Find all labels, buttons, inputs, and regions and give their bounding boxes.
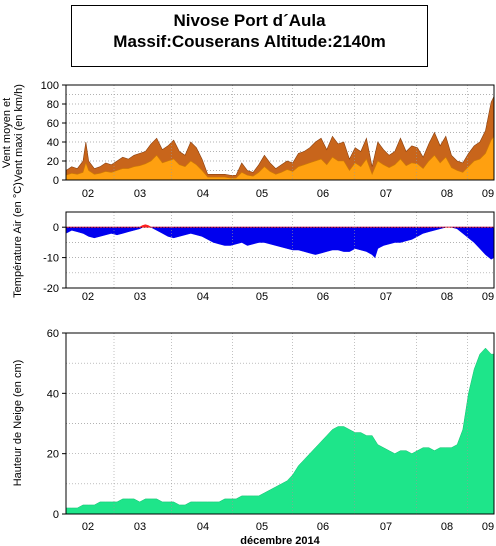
- y-tick-label: 20: [47, 156, 59, 168]
- series-temp-negative-area: [65, 226, 495, 260]
- y-tick-label: 20: [47, 449, 59, 461]
- y-tick-label: 0: [53, 175, 59, 187]
- y-axis-label: Température Air (en °C): [12, 182, 24, 298]
- x-tick-label: 09: [482, 188, 494, 200]
- x-tick-label: 07: [380, 521, 392, 533]
- x-tick-label: 08: [441, 521, 453, 533]
- x-tick-label: 04: [197, 188, 209, 200]
- series-mean-area: [65, 135, 495, 181]
- y-tick-label: 0: [53, 222, 59, 234]
- x-tick-label: 07: [380, 291, 392, 303]
- y-tick-label: 40: [47, 137, 59, 149]
- x-tick-label: 08: [441, 291, 453, 303]
- y-tick-label: 100: [41, 80, 59, 92]
- x-tick-label: 02: [82, 521, 94, 533]
- y-tick-label: -10: [43, 253, 59, 265]
- y-tick-label: 40: [47, 388, 59, 400]
- plot-border-1: [65, 211, 495, 289]
- x-tick-label: 09: [482, 291, 494, 303]
- y-axis-label: Vent maxi (en km/h): [13, 84, 25, 182]
- y-tick-label: 60: [47, 328, 59, 340]
- series-snow-area: [65, 347, 495, 515]
- x-tick-label: 07: [380, 188, 392, 200]
- y-axis-label: Vent moyen et: [1, 98, 13, 168]
- x-tick-label: 04: [197, 521, 209, 533]
- chart-title-line1: Nivose Port d´Aula: [173, 11, 326, 30]
- y-tick-label: 80: [47, 99, 59, 111]
- x-tick-label: 05: [256, 188, 268, 200]
- x-tick-label: 03: [134, 291, 146, 303]
- plot-frame-1: [65, 211, 495, 289]
- x-tick-label: 03: [134, 521, 146, 533]
- x-tick-label: 08: [441, 188, 453, 200]
- title-box: Nivose Port d´Aula Massif:Couserans Alti…: [71, 5, 428, 67]
- y-axis-label: Hauteur de Neige (en cm): [12, 360, 24, 487]
- x-tick-label: 02: [82, 188, 94, 200]
- y-tick-label: 0: [53, 509, 59, 521]
- x-tick-label: 02: [82, 291, 94, 303]
- x-tick-label: 09: [482, 521, 494, 533]
- plot-border-0: [65, 84, 495, 181]
- x-tick-label: 05: [256, 521, 268, 533]
- x-axis-label: décembre 2014: [240, 535, 320, 546]
- x-tick-label: 06: [317, 188, 329, 200]
- x-tick-label: 04: [197, 291, 209, 303]
- y-tick-label: -20: [43, 283, 59, 295]
- chart-title-line2: Massif:Couserans Altitude:2140m: [113, 32, 386, 51]
- x-tick-label: 06: [317, 291, 329, 303]
- x-tick-label: 06: [317, 521, 329, 533]
- x-tick-label: 05: [256, 291, 268, 303]
- plot-border-2: [65, 332, 495, 515]
- x-tick-label: 03: [134, 188, 146, 200]
- y-tick-label: 60: [47, 118, 59, 130]
